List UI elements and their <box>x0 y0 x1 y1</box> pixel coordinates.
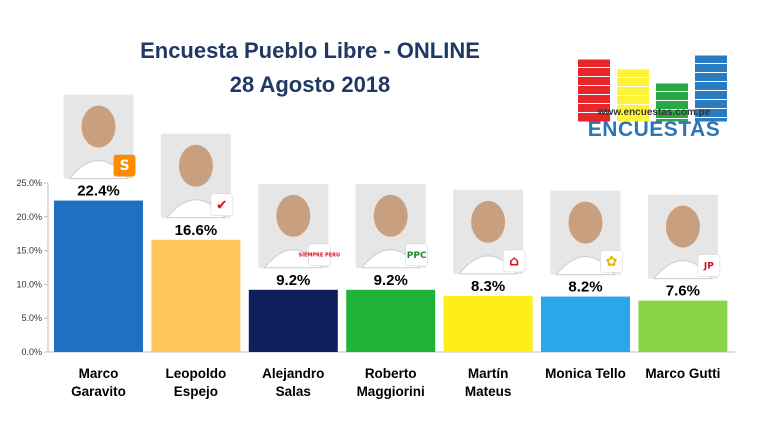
logo-bar <box>617 69 649 122</box>
party-badge-box <box>113 154 136 177</box>
y-tick-label: 15.0% <box>16 246 42 256</box>
candidate-name: Espejo <box>174 384 218 399</box>
photo-face <box>373 194 408 237</box>
candidate-name: Maggiorini <box>357 384 425 399</box>
value-label: 16.6% <box>175 222 218 239</box>
candidate-photo <box>550 190 621 276</box>
candidate-name: Marco Gutti <box>645 366 720 381</box>
photo-face <box>471 200 506 243</box>
bar <box>151 239 241 352</box>
photo-face <box>81 105 116 148</box>
photo-shirt <box>165 199 226 219</box>
logo-bar-fill <box>578 59 610 122</box>
bar <box>54 200 143 352</box>
value-label: 9.2% <box>276 272 310 289</box>
logo-bar <box>578 59 610 122</box>
encuestas-logo <box>578 55 727 122</box>
logo-bar-fill <box>656 83 688 122</box>
party-badge-text: S <box>119 158 129 174</box>
party-badge-box <box>308 243 331 267</box>
bar <box>248 289 338 352</box>
photo-shirt <box>652 260 713 280</box>
party-badge-text: ✔ <box>216 197 228 213</box>
logo-bar <box>695 55 727 122</box>
candidate-name: Monica Tello <box>545 366 626 381</box>
photo-shirt <box>555 256 616 276</box>
candidate-name: Martín <box>468 366 509 381</box>
party-badge-box <box>600 250 623 273</box>
party-badge-box <box>502 249 526 273</box>
value-label: 22.4% <box>77 183 120 200</box>
party-badge-text: SIEMPRE PERU <box>299 252 341 258</box>
logo-brand: ENCUESTAS <box>587 118 721 141</box>
party-badge-text: ⌂ <box>509 254 519 270</box>
y-tick-label: 25.0% <box>16 178 42 188</box>
party-badge: PPC <box>405 243 428 267</box>
value-label: 8.3% <box>471 278 505 295</box>
candidate-photo <box>258 183 329 269</box>
party-badge: ✔ <box>210 193 234 217</box>
candidate-name: Leopoldo <box>166 366 227 381</box>
value-label: 9.2% <box>374 272 408 289</box>
chart-title-line1: Encuesta Pueblo Libre - ONLINE <box>140 38 480 63</box>
y-tick-label: 10.0% <box>16 279 42 289</box>
party-badge: SIEMPRE PERU <box>299 243 341 267</box>
photo-shirt <box>68 160 129 180</box>
party-badge: S <box>113 154 136 177</box>
logo-bar-fill <box>695 55 727 122</box>
photo-face <box>665 205 700 248</box>
value-label: 8.2% <box>568 279 602 296</box>
party-badge-text: JP <box>703 262 714 272</box>
candidate-name: Garavito <box>71 384 126 399</box>
bar <box>346 289 436 352</box>
logo-bar <box>656 83 688 122</box>
logo-url: www.encuestas.com.pe <box>597 107 711 118</box>
party-badge: ✿ <box>600 250 623 273</box>
candidate-name: Mateus <box>465 384 512 399</box>
party-badge-text: ✿ <box>606 254 618 270</box>
y-tick-label: 5.0% <box>21 313 42 323</box>
value-label: 7.6% <box>666 283 700 300</box>
party-badge-text: PPC <box>407 251 427 261</box>
bar <box>541 296 630 352</box>
y-tick-label: 20.0% <box>16 212 42 222</box>
party-badge-box <box>405 243 428 267</box>
photo-face <box>568 201 603 244</box>
chart-title-line2: 28 Agosto 2018 <box>229 72 391 97</box>
photo-face <box>178 144 213 187</box>
bar <box>443 295 533 352</box>
photo-face <box>276 194 311 237</box>
y-tick-label: 0.0% <box>21 347 42 357</box>
party-badge-box <box>697 254 721 277</box>
candidate-name: Roberto <box>365 366 417 381</box>
bar <box>638 300 728 352</box>
party-badge: JP <box>697 254 721 277</box>
party-badge: ⌂ <box>502 249 526 273</box>
photo-shirt <box>360 249 421 269</box>
candidate-photo <box>63 94 134 180</box>
candidate-name: Marco <box>79 366 119 381</box>
candidate-name: Alejandro <box>262 366 324 381</box>
photo-shirt <box>263 249 324 269</box>
candidate-name: Salas <box>276 384 311 399</box>
photo-shirt <box>458 255 519 275</box>
party-badge-box <box>210 193 234 217</box>
